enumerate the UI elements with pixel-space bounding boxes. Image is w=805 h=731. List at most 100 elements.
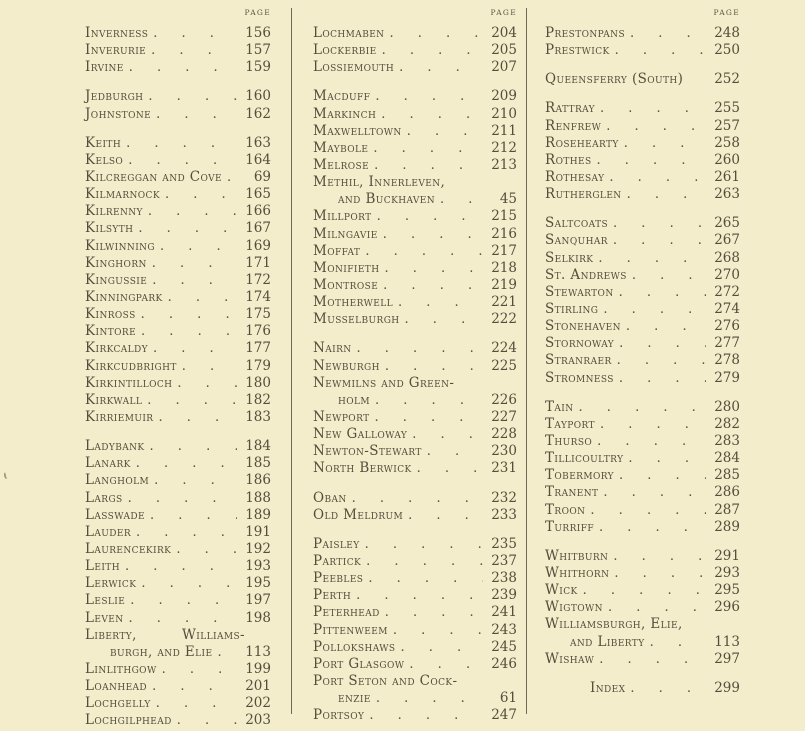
index-entry: Paisley 235: [313, 536, 517, 553]
dot-leader: [360, 243, 483, 260]
entry-page: 211: [491, 122, 517, 139]
index-entry: Tayport 282: [545, 416, 740, 433]
entry-row: Kilrenny 166: [85, 203, 271, 220]
entry-row: Lossiemouth 207: [313, 59, 517, 76]
index-entry: Maybole 212: [313, 140, 517, 157]
entry-row: Moffat 217: [313, 243, 517, 260]
entry-row: Kilwinning 169: [85, 238, 271, 255]
index-entry: Kirkcaldy 177: [85, 340, 271, 357]
entry-name: Lerwick: [85, 575, 137, 592]
index-entry: Musselburgh 222: [313, 311, 517, 328]
dot-leader: [614, 335, 706, 352]
dot-leader: [377, 42, 483, 59]
dot-leader: [585, 502, 706, 519]
dot-leader: [222, 169, 237, 186]
entry-row: Maybole 212: [313, 140, 517, 157]
entry-name: Perth: [313, 587, 352, 604]
entry-page: 221: [491, 294, 517, 311]
entry-row: North Berwick 231: [313, 460, 517, 477]
index-entry: St. Andrews 270: [545, 267, 740, 284]
entry-name: Lossiemouth: [313, 59, 395, 76]
dot-leader: [212, 644, 237, 661]
entry-row: Wick 295: [545, 582, 740, 599]
index-entry: Lochgelly 202: [85, 695, 271, 712]
dot-leader: [614, 467, 706, 484]
entry-name: Stonehaven: [545, 318, 621, 335]
entry-name: Millport: [313, 208, 372, 225]
index-entry: Langholm 186: [85, 472, 271, 489]
index-entry: Tain 280: [545, 399, 740, 416]
index-entry: Lasswade 189: [85, 507, 271, 524]
index-entry: Kilrenny 166: [85, 203, 271, 220]
index-entry: Inverurie 157: [85, 42, 271, 59]
dot-leader: [603, 599, 706, 616]
entry-name: Leslie: [85, 592, 126, 609]
index-entry: Index 299: [545, 680, 740, 697]
entry-name: Inverurie: [85, 42, 147, 59]
entry-name: Kirkwall: [85, 391, 143, 408]
entry-page: 207: [491, 59, 517, 76]
index-entry: Kilcreggan and Cove 69: [85, 169, 271, 186]
entry-name: Stranraer: [545, 352, 612, 369]
entry-name: Newport: [313, 408, 370, 425]
dot-leader: [614, 284, 706, 301]
entry-name: Lasswade: [85, 506, 145, 523]
index-entry: Kirkwall 182: [85, 392, 271, 409]
index-entry: Lerwick 195: [85, 575, 271, 592]
entry-name: Laurencekirk: [85, 540, 172, 557]
entry-continuation: and Buckhaven 45: [313, 191, 517, 208]
entry-name: Methil, Innerleven,: [313, 174, 446, 191]
entry-row: Troon 287: [545, 502, 740, 519]
entry-continuation: holm 226: [313, 392, 517, 409]
entry-page: 159: [245, 59, 271, 76]
entry-name: Motherwell: [313, 294, 393, 311]
entry-name: Turriff: [545, 518, 594, 535]
entry-page: 192: [245, 540, 271, 557]
entry-page: 180: [245, 374, 271, 391]
entry-row: Stranraer 278: [545, 352, 740, 369]
dot-leader: [595, 100, 706, 117]
index-entry: Largs 188: [85, 490, 271, 507]
entry-page: 255: [714, 100, 740, 117]
entry-page: 213: [491, 156, 517, 173]
entry-row: Saltcoats 265: [545, 215, 740, 232]
entry-row: Jedburgh 160: [85, 88, 271, 105]
index-entry: Loanhead 201: [85, 678, 271, 695]
dot-leader: [124, 59, 237, 76]
entry-row: Macduff 209: [313, 88, 517, 105]
dot-leader: [136, 323, 237, 340]
dot-leader: [592, 433, 706, 450]
dot-leader: [608, 548, 706, 565]
dot-leader: [151, 695, 237, 712]
dot-leader: [623, 450, 706, 467]
entry-row: Inverness 156: [85, 25, 271, 42]
entry-row: Newton-Stewart 230: [313, 443, 517, 460]
entry-page: 210: [491, 105, 517, 122]
dot-leader: [393, 294, 483, 311]
page-column-header: Page: [713, 8, 740, 17]
entry-row: Kingussie 172: [85, 272, 271, 289]
dot-leader: [364, 707, 483, 724]
entry-page: 216: [491, 225, 517, 242]
index-column-2: Page Lochmaben 204 Lockerbie 205 Lossiemouth 2…: [292, 8, 527, 723]
index-entry: Motherwell 221: [313, 294, 517, 311]
entry-row: Kilsyth 167: [85, 220, 271, 237]
dot-leader: [146, 42, 237, 59]
dot-leader: [352, 340, 483, 357]
index-entry: Lockerbie 205: [313, 42, 517, 59]
entry-name: Thurso: [545, 432, 593, 449]
entry-name: Lockerbie: [313, 42, 377, 59]
dot-leader: [123, 152, 237, 169]
entry-row: Tranent 286: [545, 484, 740, 501]
entry-page: 69: [253, 168, 271, 185]
index-entry: Saltcoats 265: [545, 215, 740, 232]
entry-row: Leven 198: [85, 610, 271, 627]
entry-name: Port Glasgow: [313, 655, 405, 672]
dot-leader: [145, 438, 237, 455]
dot-leader: [143, 88, 237, 105]
entry-row: Stonehaven 276: [545, 318, 740, 335]
entry-page: 195: [245, 575, 271, 592]
dot-leader: [143, 203, 237, 220]
dot-leader: [422, 443, 483, 460]
index-entry: Kirkintilloch 180: [85, 375, 271, 392]
